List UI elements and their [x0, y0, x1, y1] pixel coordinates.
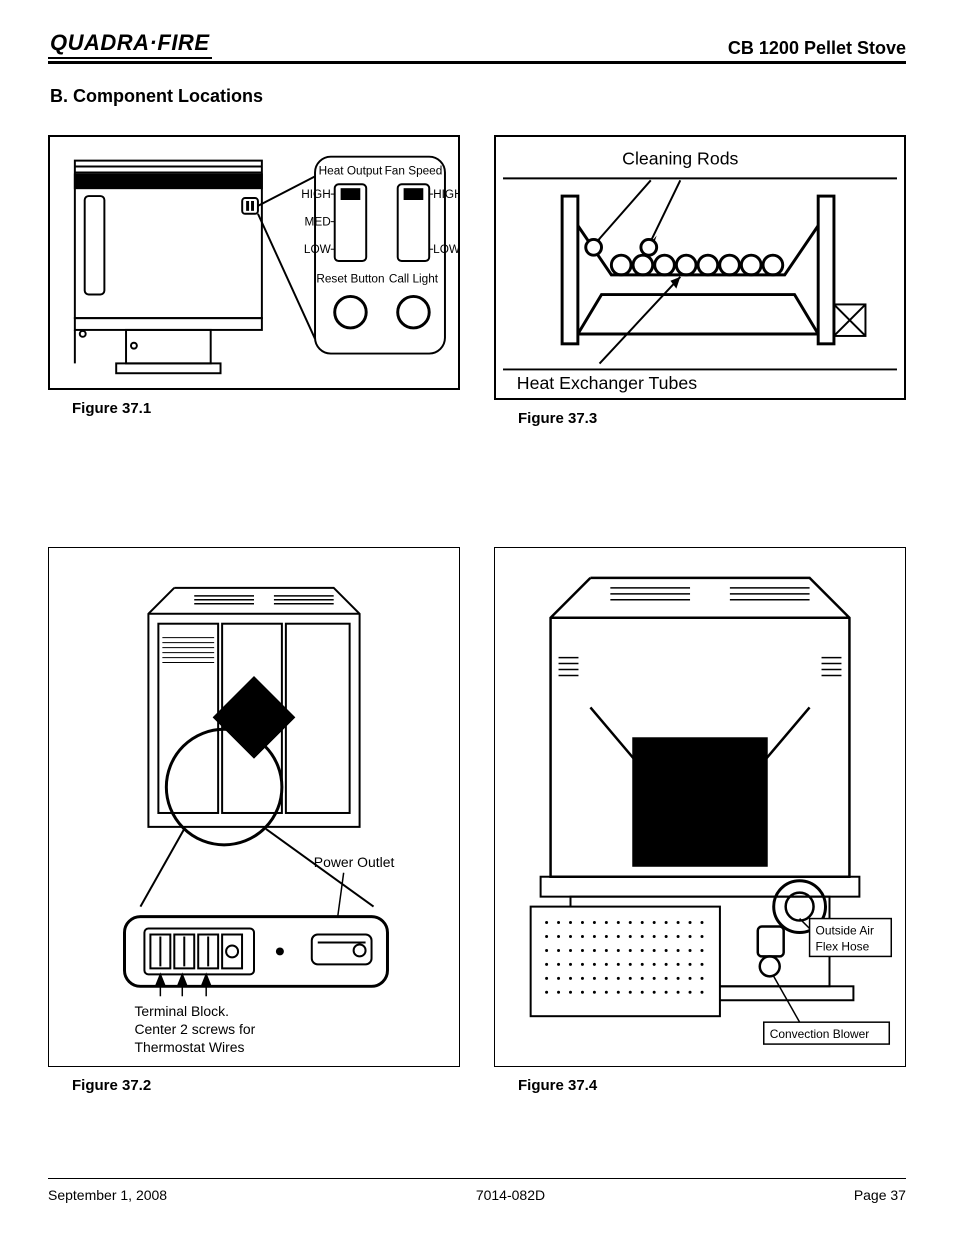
figure-37-2-caption: Figure 37.2: [72, 1077, 460, 1094]
center-screws-label: Center 2 screws for: [134, 1021, 255, 1037]
flex-hose-label: Flex Hose: [816, 939, 870, 953]
heat-exchanger-label: Heat Exchanger Tubes: [517, 373, 697, 393]
figure-37-4: Outside Air Flex Hose Convection Blower …: [494, 547, 906, 1094]
figure-37-4-frame: Outside Air Flex Hose Convection Blower: [494, 547, 906, 1067]
figure-37-2: Power Outlet: [48, 547, 460, 1094]
figure-37-3-svg: Cleaning Rods: [496, 137, 904, 398]
document-page: QUADRA·FIRE CB 1200 Pellet Stove B. Comp…: [0, 0, 954, 1235]
fan-speed-label: Fan Speed: [385, 163, 443, 177]
figure-37-1-svg: Heat Output Fan Speed HIGH MED LOW: [50, 137, 458, 388]
section-title: B. Component Locations: [50, 86, 906, 107]
figure-37-3-caption: Figure 37.3: [518, 410, 906, 427]
outside-air-label: Outside Air: [816, 924, 874, 938]
header: QUADRA·FIRE CB 1200 Pellet Stove: [48, 30, 906, 64]
level-high-right: HIGH: [433, 187, 458, 201]
footer-page: Page 37: [854, 1187, 906, 1203]
convection-blower-label: Convection Blower: [770, 1027, 870, 1041]
figure-37-4-caption: Figure 37.4: [518, 1077, 906, 1094]
footer-rule: [48, 1178, 906, 1179]
figure-37-1-caption: Figure 37.1: [72, 400, 460, 417]
figure-37-2-frame: Power Outlet: [48, 547, 460, 1067]
level-low-left: LOW: [304, 242, 332, 256]
thermostat-wires-label: Thermostat Wires: [134, 1039, 244, 1055]
brand-logo: QUADRA·FIRE: [48, 30, 212, 59]
figure-37-1: Heat Output Fan Speed HIGH MED LOW: [48, 135, 460, 427]
footer-docnum: 7014-082D: [476, 1187, 545, 1203]
figure-37-2-svg: Power Outlet: [49, 548, 459, 1066]
figure-37-3-frame: Cleaning Rods: [494, 135, 906, 400]
product-title: CB 1200 Pellet Stove: [728, 38, 906, 59]
cleaning-rods-label: Cleaning Rods: [622, 149, 738, 169]
figure-grid: Heat Output Fan Speed HIGH MED LOW: [48, 135, 906, 1094]
call-light-label: Call Light: [389, 272, 439, 286]
terminal-block-label: Terminal Block.: [134, 1003, 229, 1019]
reset-button-label: Reset Button: [316, 272, 384, 286]
heat-output-label: Heat Output: [319, 163, 383, 177]
level-low-right: LOW: [433, 242, 458, 256]
level-high-left: HIGH: [301, 187, 330, 201]
level-med-left: MED: [305, 215, 331, 229]
figure-37-1-frame: Heat Output Fan Speed HIGH MED LOW: [48, 135, 460, 390]
footer: September 1, 2008 7014-082D Page 37: [48, 1187, 906, 1203]
footer-date: September 1, 2008: [48, 1187, 167, 1203]
power-outlet-label: Power Outlet: [314, 854, 395, 870]
figure-37-3: Cleaning Rods: [494, 135, 906, 427]
figure-37-4-svg: Outside Air Flex Hose Convection Blower: [495, 548, 905, 1066]
